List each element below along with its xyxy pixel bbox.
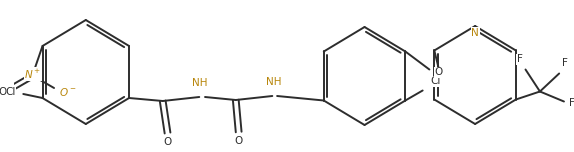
Text: O: O <box>235 136 243 146</box>
Text: F: F <box>569 98 574 109</box>
Text: O: O <box>434 67 443 78</box>
Text: N: N <box>471 28 479 38</box>
Text: NH: NH <box>192 78 208 88</box>
Text: Cl: Cl <box>430 76 441 86</box>
Text: $O^-$: $O^-$ <box>59 86 76 98</box>
Text: O: O <box>164 137 172 147</box>
Text: O: O <box>0 87 7 97</box>
Text: $N^+$: $N^+$ <box>24 67 41 81</box>
Text: F: F <box>517 55 522 64</box>
Text: F: F <box>562 59 568 69</box>
Text: Cl: Cl <box>5 87 15 97</box>
Text: NH: NH <box>266 77 281 87</box>
